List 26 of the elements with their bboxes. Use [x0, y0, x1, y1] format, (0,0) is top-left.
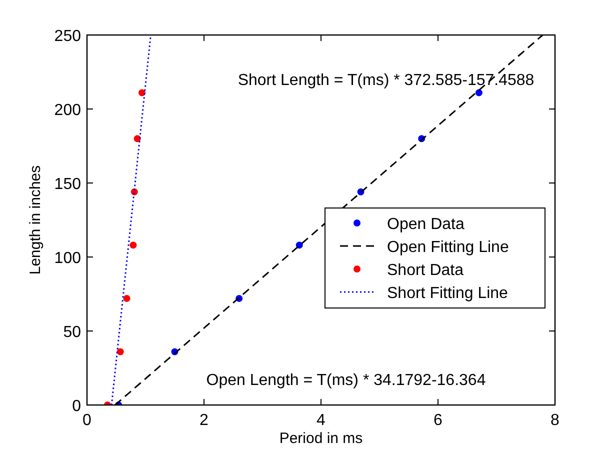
x-tick-label: 8: [550, 412, 560, 429]
annotation: Short Length = T(ms) * 372.585-157.4588: [238, 72, 534, 89]
x-tick-label: 4: [316, 412, 326, 429]
point: [116, 348, 124, 356]
y-axis-title: Length in inches: [27, 165, 44, 275]
y-tick-label: 100: [54, 250, 82, 267]
legend-label: Short Fitting Line: [387, 285, 508, 302]
point: [138, 89, 146, 96]
y-tick-label: 0: [72, 398, 82, 415]
point: [134, 135, 141, 142]
y-tick-label: 50: [63, 324, 82, 341]
x-tick-label: 0: [82, 412, 92, 429]
x-tick-label: 2: [200, 412, 209, 429]
point: [296, 242, 303, 249]
point: [475, 89, 482, 96]
point: [130, 242, 137, 249]
legend-label: Open Fitting Line: [387, 239, 509, 256]
legend-label: Short Data: [387, 262, 464, 279]
annotation: Open Length = T(ms) * 34.1792-16.364: [206, 372, 486, 389]
point: [123, 294, 130, 302]
legend-label: Open Data: [387, 216, 464, 233]
y-tick-label: 200: [54, 102, 82, 119]
y-tick-label: 250: [54, 28, 82, 45]
x-axis-title: Period in ms: [279, 430, 363, 447]
x-tick-label: 6: [434, 412, 443, 429]
y-tick-label: 150: [54, 176, 82, 193]
